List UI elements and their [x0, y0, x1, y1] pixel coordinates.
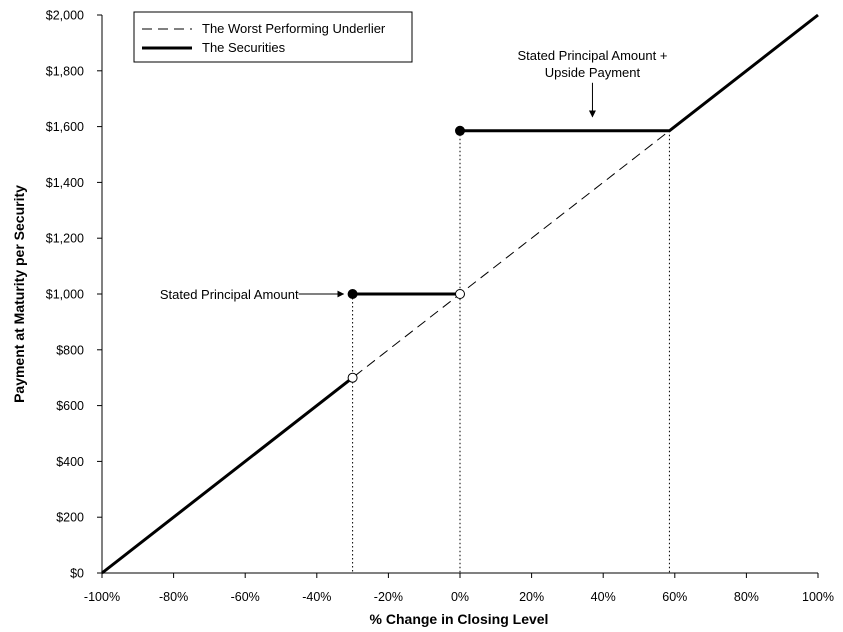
x-tick-label: 20%: [519, 590, 544, 604]
open-point-marker: [347, 372, 358, 383]
x-tick-label: -80%: [159, 590, 188, 604]
x-tick-label: 40%: [591, 590, 616, 604]
annotation-upside-label: Stated Principal Amount +: [517, 48, 667, 63]
y-tick-label: $0: [70, 567, 84, 581]
x-tick-label: -20%: [374, 590, 403, 604]
guides-layer: [352, 130, 670, 573]
open-point-marker: [455, 289, 465, 299]
y-tick-label: $1,800: [46, 64, 84, 78]
axes-layer: -100% -80% -60% -40% -20% 0% 20% 40% 60% 80% 100% $…: [46, 9, 834, 605]
legend-box: [133, 11, 413, 63]
filled-point-marker: [455, 125, 465, 136]
x-tick-label: -60%: [231, 590, 260, 604]
x-tick-label: -100%: [84, 590, 120, 604]
markers-layer: [347, 125, 465, 383]
annotations-layer: Stated Principal Amount Stated Principal …: [160, 48, 668, 302]
annotation-upside-label: Upside Payment: [545, 65, 641, 80]
series-securities-segment: [460, 13, 819, 133]
y-tick-label: $400: [56, 455, 84, 469]
y-tick-label: $1,000: [46, 288, 84, 302]
y-tick-label: $1,600: [46, 120, 84, 134]
legend: The Worst Performing Underlier The Secur…: [133, 11, 413, 63]
x-tick-label: 100%: [802, 590, 834, 604]
x-tick-label: 60%: [662, 590, 687, 604]
x-tick-label: -40%: [302, 590, 331, 604]
y-tick-label: $1,400: [46, 176, 84, 190]
x-axis-title: % Change in Closing Level: [370, 611, 549, 627]
annotation-stated-principal-label: Stated Principal Amount: [160, 287, 299, 302]
y-tick-label: $800: [56, 343, 84, 357]
y-tick-label: $600: [56, 399, 84, 413]
y-axis-title: Payment at Maturity per Security: [11, 185, 27, 403]
y-tick-label: $200: [56, 511, 84, 525]
filled-point-marker: [347, 289, 358, 299]
y-tick-label: $2,000: [46, 9, 84, 23]
legend-label-securities: The Securities: [202, 40, 286, 55]
x-tick-label: 0%: [451, 590, 469, 604]
series-securities-segment: [101, 376, 354, 575]
legend-label-underlier: The Worst Performing Underlier: [202, 21, 386, 36]
x-tick-label: 80%: [734, 590, 759, 604]
y-tick-label: $1,200: [46, 232, 84, 246]
